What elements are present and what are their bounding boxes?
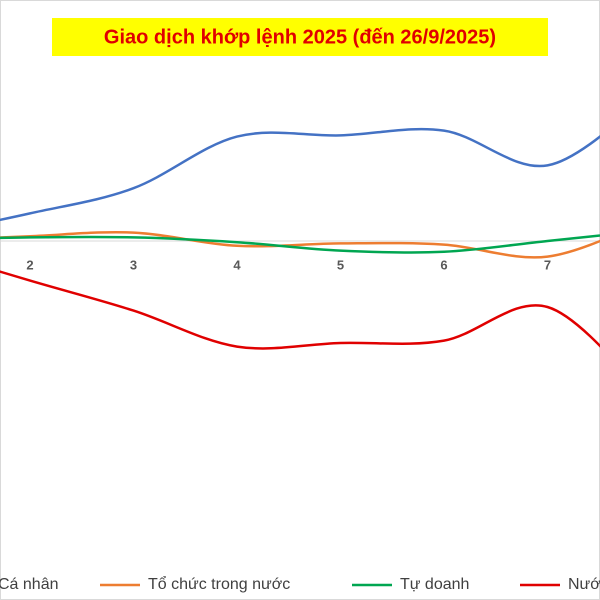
line-series: [0, 234, 600, 254]
x-tick-label: 7: [544, 257, 551, 272]
legend-label: Tổ chức trong nước: [148, 575, 290, 593]
x-tick-label: 2: [26, 257, 33, 272]
legend-label: Nước ngoài: [568, 576, 600, 593]
line-series: [0, 270, 600, 350]
legend-label: Tự doanh: [400, 576, 469, 593]
title-background: [52, 18, 548, 56]
line-series: [0, 127, 600, 222]
x-tick-label: 3: [130, 257, 137, 272]
x-tick-label: 4: [233, 257, 241, 272]
line-series: [0, 230, 600, 259]
x-tick-label: 5: [337, 257, 344, 272]
x-tick-label: 6: [440, 257, 447, 272]
chart-title: Giao dịch khớp lệnh 2025 (đến 26/9/2025): [104, 26, 496, 48]
legend-label: Cá nhân: [0, 576, 59, 593]
